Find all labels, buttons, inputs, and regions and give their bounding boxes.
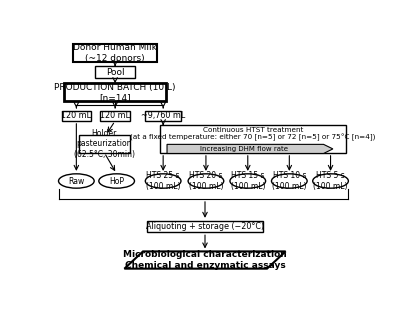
Text: HTS 25 s
(100 mL): HTS 25 s (100 mL)	[146, 171, 180, 191]
FancyBboxPatch shape	[64, 83, 166, 101]
Text: HTS 5 s
(100 mL): HTS 5 s (100 mL)	[313, 171, 348, 191]
Text: HTS 15 s
(100 mL): HTS 15 s (100 mL)	[230, 171, 265, 191]
Text: Microbiological characterization
Chemical and enzymatic assays: Microbiological characterization Chemica…	[123, 250, 287, 270]
Text: 120 mL: 120 mL	[100, 111, 130, 120]
FancyBboxPatch shape	[73, 44, 157, 62]
Text: HTS 10 s
(100 mL): HTS 10 s (100 mL)	[272, 171, 306, 191]
Ellipse shape	[230, 174, 266, 188]
Ellipse shape	[188, 174, 224, 188]
Text: Pool: Pool	[106, 67, 124, 77]
Text: Donor Human Milk
(~12 donors): Donor Human Milk (~12 donors)	[73, 43, 157, 63]
FancyBboxPatch shape	[160, 125, 346, 153]
Text: ~9,760 mL: ~9,760 mL	[141, 111, 185, 120]
FancyBboxPatch shape	[62, 111, 91, 121]
Text: Increasing DHM flow rate: Increasing DHM flow rate	[200, 146, 288, 152]
FancyBboxPatch shape	[145, 111, 181, 121]
Polygon shape	[124, 251, 286, 269]
Text: PRODUCTION BATCH (10 L)
[n=14]: PRODUCTION BATCH (10 L) [n=14]	[54, 83, 176, 102]
FancyBboxPatch shape	[147, 221, 263, 232]
Text: Continuous HTST treatment
(at a fixed temperature: either 70 [n=5] or 72 [n=5] o: Continuous HTST treatment (at a fixed te…	[130, 127, 376, 141]
Polygon shape	[167, 144, 333, 153]
FancyBboxPatch shape	[100, 111, 130, 121]
Text: 120 mL: 120 mL	[61, 111, 91, 120]
Ellipse shape	[313, 174, 348, 188]
Text: HoP: HoP	[109, 177, 124, 185]
Ellipse shape	[99, 174, 134, 188]
FancyBboxPatch shape	[95, 66, 135, 78]
FancyBboxPatch shape	[79, 135, 130, 152]
Text: Holder
pasteurization
(62.5°C, 30min): Holder pasteurization (62.5°C, 30min)	[74, 129, 135, 159]
Text: Aliquoting + storage (−20°C): Aliquoting + storage (−20°C)	[146, 222, 264, 231]
Ellipse shape	[272, 174, 307, 188]
Text: Raw: Raw	[68, 177, 84, 185]
Ellipse shape	[58, 174, 94, 188]
Text: HTS 20 s
(100 mL): HTS 20 s (100 mL)	[189, 171, 223, 191]
Ellipse shape	[145, 174, 181, 188]
